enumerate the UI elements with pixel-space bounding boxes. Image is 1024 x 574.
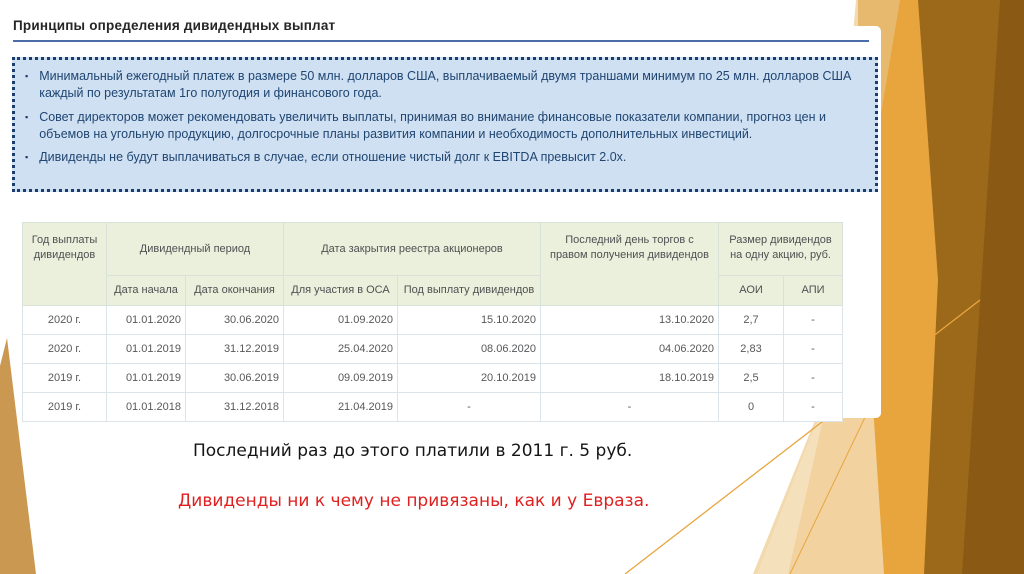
col-header-payment: Под выплату дивидендов bbox=[397, 275, 541, 306]
cell-payment-date: - bbox=[397, 392, 541, 422]
bullet-square-icon: ▪ bbox=[25, 71, 29, 81]
col-header-period: Дивидендный период bbox=[106, 222, 284, 276]
cell-year: 2019 г. bbox=[22, 392, 107, 422]
cell-start-date: 01.01.2019 bbox=[106, 363, 186, 393]
cell-ap-dividend: - bbox=[782, 363, 844, 393]
bullet-square-icon: ▪ bbox=[25, 111, 29, 122]
cell-end-date: 31.12.2018 bbox=[185, 392, 284, 422]
cell-ap-dividend: - bbox=[782, 334, 844, 364]
cell-osa-date: 01.09.2020 bbox=[283, 305, 398, 335]
cell-last-trading-date: 13.10.2020 bbox=[540, 305, 719, 335]
cell-osa-date: 21.04.2019 bbox=[283, 392, 398, 422]
principle-text: Дивиденды не будут выплачиваться в случа… bbox=[39, 150, 627, 164]
cell-payment-date: 08.06.2020 bbox=[397, 334, 541, 364]
cell-start-date: 01.01.2019 bbox=[106, 334, 186, 364]
principle-item: ▪ Дивиденды не будут выплачиваться в слу… bbox=[25, 149, 861, 166]
cell-end-date: 31.12.2019 bbox=[185, 334, 284, 364]
principle-item: ▪ Минимальный ежегодный платеж в размере… bbox=[25, 68, 861, 103]
cell-start-date: 01.01.2020 bbox=[106, 305, 186, 335]
col-header-year: Год выплаты дивидендов bbox=[22, 222, 107, 306]
principles-list: ▪ Минимальный ежегодный платеж в размере… bbox=[25, 68, 861, 166]
principle-item: ▪ Совет директоров может рекомендовать у… bbox=[25, 109, 861, 144]
col-header-registry-close: Дата закрытия реестра акционеров bbox=[283, 222, 541, 276]
dividends-table: Год выплаты дивидендов Дивидендный перио… bbox=[22, 222, 844, 422]
table-row: 2019 г. 01.01.2019 30.06.2019 09.09.2019… bbox=[22, 363, 844, 393]
cell-year: 2019 г. bbox=[22, 363, 107, 393]
cell-year: 2020 г. bbox=[22, 305, 107, 335]
cell-payment-date: 15.10.2020 bbox=[397, 305, 541, 335]
cell-payment-date: 20.10.2019 bbox=[397, 363, 541, 393]
cell-osa-date: 09.09.2019 bbox=[283, 363, 398, 393]
col-header-ao: АОИ bbox=[718, 275, 784, 306]
bullet-square-icon: ▪ bbox=[25, 152, 29, 162]
cell-ao-dividend: 2,7 bbox=[718, 305, 784, 335]
principle-text: Минимальный ежегодный платеж в размере 5… bbox=[39, 69, 852, 101]
table-row: 2020 г. 01.01.2019 31.12.2019 25.04.2020… bbox=[22, 334, 844, 364]
col-header-ap: АПИ bbox=[782, 275, 844, 306]
cell-last-trading-date: 04.06.2020 bbox=[540, 334, 719, 364]
table-row: 2020 г. 01.01.2020 30.06.2020 01.09.2020… bbox=[22, 305, 844, 335]
cell-osa-date: 25.04.2020 bbox=[283, 334, 398, 364]
cell-end-date: 30.06.2020 bbox=[185, 305, 284, 335]
page-title: Принципы определения дивидендных выплат bbox=[13, 18, 869, 42]
cell-start-date: 01.01.2018 bbox=[106, 392, 186, 422]
note-last-payment: Последний раз до этого платили в 2011 г.… bbox=[193, 441, 633, 461]
col-header-dividend-size: Размер дивидендов на одну акцию, руб. bbox=[717, 222, 844, 276]
dividends-table-container: Год выплаты дивидендов Дивидендный перио… bbox=[22, 222, 844, 422]
cell-ao-dividend: 2,5 bbox=[718, 363, 784, 393]
note-highlight-red: Дивиденды ни к чему не привязаны, как и … bbox=[178, 491, 650, 511]
col-header-end-date: Дата окончания bbox=[185, 275, 284, 306]
col-header-last-trading-day: Последний день торгов с правом получения… bbox=[540, 222, 719, 306]
cell-ap-dividend: - bbox=[782, 305, 844, 335]
table-row: 2019 г. 01.01.2018 31.12.2018 21.04.2019… bbox=[22, 392, 844, 422]
cell-ao-dividend: 2,83 bbox=[718, 334, 784, 364]
cell-last-trading-date: - bbox=[540, 392, 719, 422]
col-header-start-date: Дата начала bbox=[106, 275, 186, 306]
cell-year: 2020 г. bbox=[22, 334, 107, 364]
cell-end-date: 30.06.2019 bbox=[185, 363, 284, 393]
principle-text: Совет директоров может рекомендовать уве… bbox=[39, 109, 826, 141]
cell-ao-dividend: 0 bbox=[718, 392, 784, 422]
principles-box: ▪ Минимальный ежегодный платеж в размере… bbox=[12, 57, 878, 192]
col-header-osa: Для участия в ОСА bbox=[283, 275, 398, 306]
cell-last-trading-date: 18.10.2019 bbox=[540, 363, 719, 393]
cell-ap-dividend: - bbox=[782, 392, 844, 422]
